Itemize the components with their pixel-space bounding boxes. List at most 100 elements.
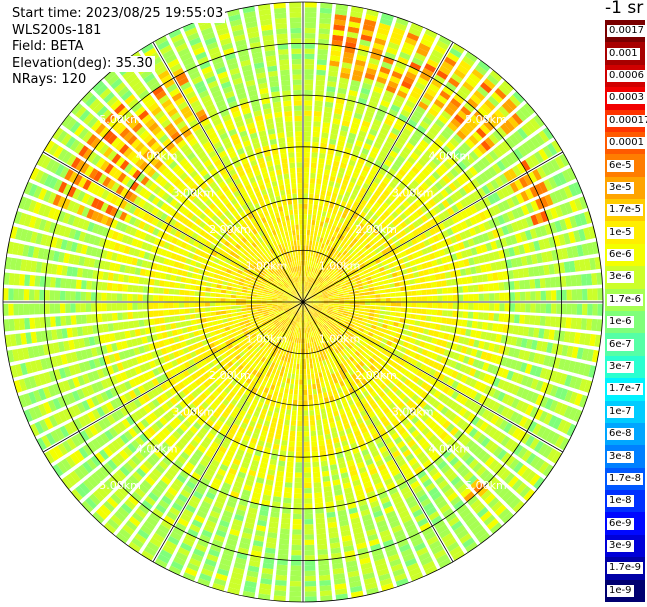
range-gate-cell (350, 176, 357, 184)
range-gate-cell (307, 260, 310, 267)
range-gate-cell (348, 387, 355, 394)
range-gate-cell (328, 304, 334, 307)
range-gate-cell (323, 375, 329, 382)
range-gate-cell (332, 366, 338, 373)
range-gate-cell (379, 255, 386, 262)
range-gate-cell (153, 409, 162, 419)
range-gate-cell (331, 165, 339, 172)
range-gate-cell (379, 285, 385, 290)
range-gate-cell (306, 306, 310, 311)
range-gate-cell (318, 339, 322, 346)
range-gate-cell (217, 394, 225, 402)
range-gate-cell (425, 131, 436, 141)
range-gate-cell (312, 304, 318, 307)
range-gate-cell (391, 211, 399, 219)
range-gate-cell (315, 281, 320, 286)
range-gate-cell (483, 120, 495, 132)
range-gate-cell (408, 273, 415, 279)
range-gate-cell (378, 573, 391, 582)
range-gate-cell (344, 302, 350, 305)
range-gate-cell (194, 378, 202, 386)
range-gate-cell (329, 368, 335, 375)
range-gate-cell (389, 36, 402, 46)
range-gate-cell (325, 358, 330, 365)
range-gate-cell (365, 202, 373, 210)
range-gate-cell (308, 301, 314, 302)
range-gate-cell (340, 396, 347, 404)
range-gate-cell (343, 51, 355, 59)
range-gate-cell (449, 326, 457, 334)
range-gate-cell (313, 399, 319, 405)
range-gate-cell (334, 318, 340, 323)
range-gate-cell (450, 153, 460, 163)
range-gate-cell (325, 438, 333, 445)
range-gate-cell (274, 433, 282, 440)
range-gate-cell (417, 517, 429, 528)
range-gate-cell (354, 302, 360, 305)
range-gate-cell (358, 374, 365, 382)
range-gate-cell (472, 163, 483, 174)
range-gate-cell (316, 419, 322, 426)
range-gate-cell (239, 466, 248, 474)
range-gate-cell (275, 402, 281, 409)
range-gate-cell (304, 69, 314, 75)
range-gate-cell (267, 360, 273, 367)
range-gate-cell (316, 309, 322, 313)
range-gate-cell (546, 448, 558, 462)
range-gate-cell (318, 328, 323, 334)
range-gate-cell (351, 353, 358, 360)
range-gate-cell (362, 572, 375, 580)
range-gate-cell (250, 550, 262, 558)
range-gate-cell (293, 304, 299, 307)
range-gate-cell (33, 374, 42, 387)
range-gate-cell (266, 394, 273, 401)
range-gate-cell (389, 150, 398, 159)
range-gate-cell (573, 230, 581, 243)
range-gate-cell (133, 376, 142, 386)
range-gate-cell (298, 389, 303, 396)
range-gate-cell (272, 443, 280, 450)
range-gate-cell (578, 228, 586, 242)
range-gate-cell (465, 516, 478, 527)
range-gate-cell (257, 418, 264, 425)
range-gate-cell (329, 459, 337, 466)
range-gate-cell (163, 339, 170, 346)
range-gate-cell (431, 515, 443, 526)
range-gate-cell (348, 288, 354, 292)
range-gate-cell (365, 263, 372, 269)
range-gate-cell (417, 185, 426, 194)
range-gate-cell (382, 501, 393, 510)
range-gate-cell (376, 486, 386, 495)
range-gate-cell (283, 393, 288, 399)
range-gate-cell (457, 110, 468, 121)
range-gate-cell (368, 398, 376, 406)
range-gate-cell (351, 74, 362, 82)
range-gate-cell (473, 256, 480, 265)
range-gate-cell (388, 108, 399, 118)
range-gate-cell (225, 330, 232, 336)
range-gate-cell (352, 117, 361, 125)
range-gate-cell (219, 519, 230, 528)
range-gate-cell (261, 344, 267, 350)
range-gate-cell (389, 283, 395, 288)
range-gate-cell (273, 308, 279, 312)
range-gate-cell (256, 524, 266, 532)
range-gate-cell (428, 53, 442, 64)
range-gate-cell (229, 337, 236, 343)
range-gate-cell (262, 452, 270, 459)
range-gate-cell (308, 261, 312, 267)
range-gate-cell (294, 337, 298, 343)
range-gate-cell (513, 461, 524, 474)
range-gate-cell (413, 542, 426, 552)
range-gate-cell (393, 277, 399, 283)
range-gate-cell (304, 472, 312, 478)
range-gate-cell (275, 321, 280, 327)
range-gate-cell (497, 379, 506, 390)
range-gate-cell (222, 510, 233, 518)
range-gate-cell (441, 280, 447, 287)
range-gate-cell (449, 360, 458, 369)
range-gate-cell (146, 335, 153, 343)
range-gate-cell (433, 98, 445, 109)
range-gate-cell (375, 137, 385, 145)
range-gate-cell (276, 470, 285, 477)
